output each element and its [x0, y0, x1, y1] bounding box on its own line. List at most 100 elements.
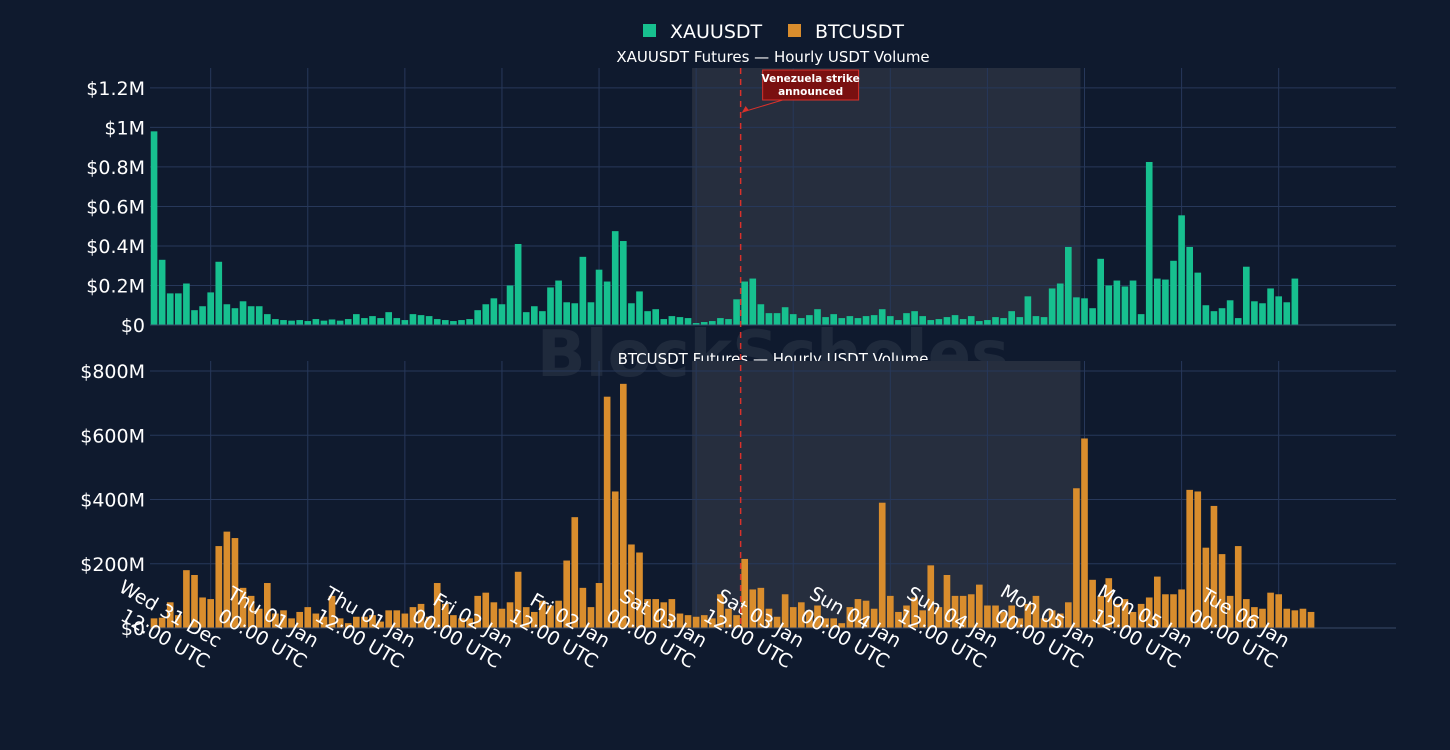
btcusdt-bar [320, 616, 328, 628]
btcusdt-bar [579, 587, 587, 628]
xauusdt-bar [328, 319, 336, 325]
btcusdt-bar [280, 610, 287, 628]
xauusdt-bar [1162, 279, 1169, 325]
xauusdt-bar [943, 317, 951, 325]
event-annotation-arrow [742, 99, 783, 113]
xauusdt-bar [757, 304, 765, 325]
xauusdt-bar [320, 320, 328, 325]
xauusdt-bar [571, 303, 579, 325]
xauusdt-bar [158, 259, 166, 325]
btcusdt-bar [628, 544, 635, 628]
xauusdt-bar [846, 316, 854, 325]
btcusdt-bar [1226, 595, 1234, 628]
btcusdt-bar [903, 605, 910, 628]
btcusdt-bar [1121, 599, 1129, 628]
btcusdt-bar [1065, 602, 1072, 628]
btcusdt-bar [393, 610, 401, 628]
btcusdt-bar [1032, 595, 1040, 628]
btcusdt-bar [1137, 603, 1145, 628]
btcusdt-bar [255, 608, 263, 628]
btcusdt-bar [1194, 491, 1202, 628]
btcusdt-bar [749, 589, 757, 628]
xauusdt-bar [692, 323, 700, 325]
xauusdt-bar [312, 319, 320, 325]
xauusdt-bar [1056, 283, 1064, 325]
xauusdt-bar [992, 317, 999, 325]
y-tick-label: $1.2M [86, 78, 145, 100]
btcusdt-bar [967, 594, 975, 628]
legend-label-xauusdt: XAUUSDT [670, 21, 763, 43]
xauusdt-bar [822, 317, 829, 325]
xauusdt-bar [749, 278, 757, 325]
xauusdt-bar [919, 316, 926, 325]
btcusdt-bar [992, 605, 999, 628]
xauusdt-bar [1186, 246, 1193, 325]
btcusdt-bar [555, 600, 562, 628]
xauusdt-bar [1065, 246, 1072, 325]
xauusdt-bar [272, 319, 279, 325]
xauusdt-bar [336, 320, 344, 325]
btcusdt-bar [377, 621, 384, 628]
xauusdt-bar [1234, 318, 1242, 325]
xauusdt-bar [870, 315, 878, 325]
xauusdt-bar [498, 304, 506, 325]
xauusdt-bar [1154, 278, 1161, 325]
xauusdt-bar [717, 318, 724, 325]
xauusdt-bar [304, 321, 312, 325]
btcusdt-bar [1202, 547, 1210, 628]
xauusdt-bar [369, 316, 376, 325]
xauusdt-bar [1097, 258, 1104, 325]
xauusdt-bar [555, 280, 562, 325]
xauusdt-bar [296, 320, 303, 325]
legend-item-xauusdt[interactable]: XAUUSDT [643, 21, 763, 43]
btcusdt-bar [709, 618, 716, 628]
btcusdt-bar [150, 618, 158, 628]
btcusdt-bar [215, 546, 223, 628]
xauusdt-bar [191, 310, 198, 325]
btcusdt-bar [1162, 594, 1169, 628]
xauusdt-bar [1259, 303, 1266, 325]
btcusdt-bar [425, 616, 433, 628]
xauusdt-bar [409, 314, 417, 325]
xauusdt-bar [927, 320, 935, 325]
legend-item-btcusdt[interactable]: BTCUSDT [788, 21, 904, 43]
xauusdt-bar [741, 281, 748, 325]
btcusdt-bar [927, 565, 935, 628]
weekend-shade-1 [692, 361, 1081, 628]
y-tick-label: $0.4M [86, 236, 145, 258]
btcusdt-bar [984, 605, 991, 628]
legend-swatch-xauusdt [643, 24, 656, 37]
btcusdt-bar [943, 574, 951, 628]
xauusdt-bar [700, 322, 708, 325]
btcusdt-bar [870, 608, 878, 628]
legend-swatch-btcusdt [788, 24, 801, 37]
btcusdt-bar [247, 595, 255, 628]
btcusdt-bar [328, 595, 336, 628]
xauusdt-bar [830, 314, 837, 325]
btcusdt-bar [1048, 610, 1056, 628]
xauusdt-bar [595, 269, 603, 325]
btcusdt-bar [199, 597, 206, 628]
btcusdt-bar [296, 611, 303, 628]
xauusdt-bar [506, 285, 514, 325]
xauusdt-bar [878, 309, 886, 325]
xauusdt-bar [967, 316, 975, 325]
btcusdt-bar [1283, 608, 1291, 628]
btcusdt-bar [1081, 438, 1088, 628]
btcusdt-bar [1073, 488, 1080, 628]
btcusdt-bar [490, 602, 498, 628]
btcusdt-bar [312, 613, 320, 628]
btcusdt-bar [1210, 505, 1218, 628]
btcusdt-bar [692, 616, 700, 628]
btcusdt-bar [1243, 599, 1250, 628]
xauusdt-bar [1243, 266, 1250, 325]
xauusdt-bar [579, 256, 587, 325]
btcusdt-bar [919, 610, 926, 628]
btcusdt-bar [1251, 607, 1258, 628]
btcusdt-bar [951, 595, 959, 628]
btcusdt-bar [522, 607, 530, 628]
xauusdt-bar [1218, 308, 1226, 325]
xauusdt-bar [895, 320, 902, 325]
xauusdt-bar [264, 314, 271, 325]
xauusdt-bar [668, 316, 676, 325]
